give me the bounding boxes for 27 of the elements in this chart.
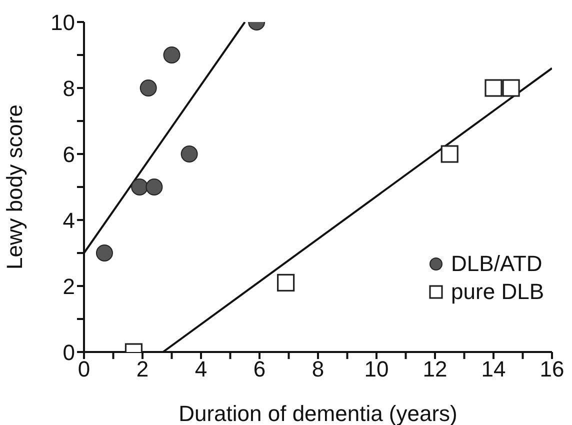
- y-tick-label: 0: [62, 340, 75, 365]
- y-tick-label: 8: [62, 76, 75, 101]
- x-tick-label: 14: [481, 356, 506, 382]
- point: [146, 178, 163, 196]
- y-tick-label: 10: [50, 10, 75, 35]
- point: [440, 145, 458, 163]
- y-tick-label: 2: [62, 274, 75, 299]
- x-tick-label: 6: [253, 356, 266, 382]
- y-axis-title: Lewy body score: [2, 104, 27, 270]
- point: [502, 79, 520, 97]
- legend-label: pure DLB: [451, 278, 544, 306]
- x-tick-label: 16: [540, 356, 564, 382]
- point: [140, 80, 157, 96]
- x-tick-label: 10: [364, 356, 389, 382]
- x-tick-label: 8: [312, 356, 324, 382]
- point: [163, 46, 180, 64]
- x-tick-label: 12: [422, 356, 448, 382]
- x-tick-label: 4: [194, 356, 208, 382]
- point: [131, 178, 148, 196]
- x-tick-label: 2: [136, 356, 149, 382]
- point: [484, 79, 502, 97]
- y-tick-label: 6: [62, 142, 75, 167]
- point: [180, 146, 198, 162]
- point: [96, 244, 113, 262]
- legend-label: DLB/ATD: [451, 250, 542, 278]
- point: [277, 274, 295, 292]
- y-tick-label: 4: [62, 208, 75, 233]
